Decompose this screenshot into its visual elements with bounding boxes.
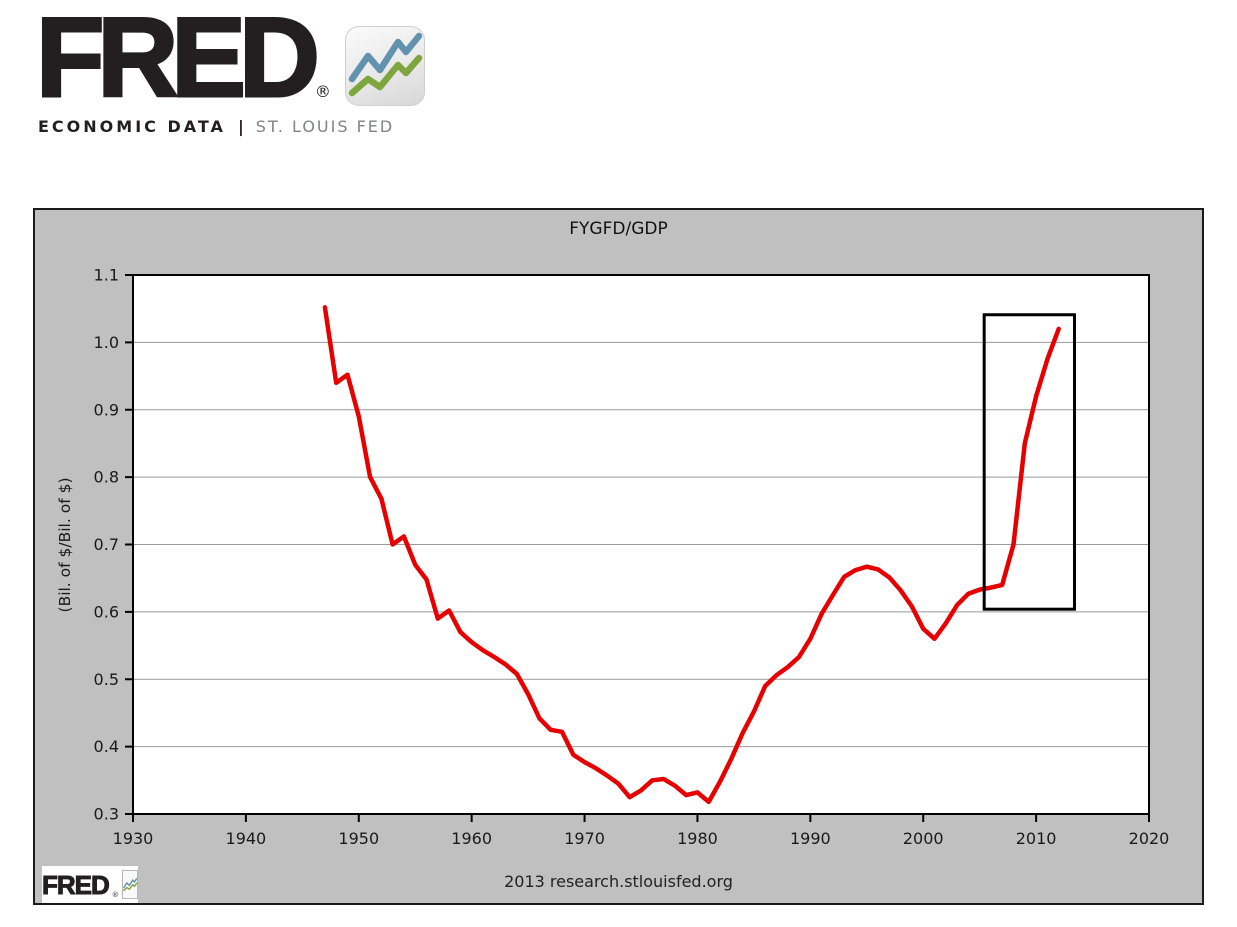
fred-footer-logo: FRED ® bbox=[42, 866, 138, 903]
x-tick-label: 1950 bbox=[338, 829, 379, 848]
fred-footer-chart-lines-icon bbox=[121, 870, 138, 899]
y-tick-label: 0.6 bbox=[94, 602, 119, 621]
x-tick-label: 1930 bbox=[113, 829, 154, 848]
data-series-line bbox=[322, 305, 1061, 805]
x-tick-label: 1990 bbox=[790, 829, 831, 848]
x-tick-label: 2010 bbox=[1016, 829, 1057, 848]
source-attribution: 2013 research.stlouisfed.org bbox=[504, 872, 733, 891]
tagline-st-louis-fed: ST. LOUIS FED bbox=[255, 117, 395, 136]
y-tick-label: 1.1 bbox=[94, 266, 119, 285]
y-tick-label: 0.7 bbox=[94, 535, 119, 554]
x-tick-label: 1960 bbox=[451, 829, 492, 848]
y-tick-label: 0.9 bbox=[94, 400, 119, 419]
x-tick-label: 2020 bbox=[1129, 829, 1170, 848]
x-tick-label: 1980 bbox=[677, 829, 718, 848]
plot-area: (Bil. of $/Bil. of $) 1.1 1.0 0.9 0.8 0.7 0.6… bbox=[56, 266, 1170, 849]
registered-trademark-symbol: ® bbox=[314, 82, 331, 102]
y-tick-label: 0.3 bbox=[94, 805, 119, 824]
y-tick-label: 0.8 bbox=[94, 468, 119, 487]
fred-tagline: ECONOMIC DATA | ST. LOUIS FED bbox=[38, 117, 394, 136]
footer-registered-trademark-symbol: ® bbox=[111, 891, 119, 899]
x-tick-label: 1940 bbox=[226, 829, 267, 848]
fred-wordmark: FRED bbox=[35, 0, 322, 120]
annotation-highlight-box bbox=[982, 313, 1076, 611]
x-tick-label: 1970 bbox=[564, 829, 605, 848]
chart-title: FYGFD/GDP bbox=[569, 219, 668, 239]
fred-graph-panel: (Bil. of $/Bil. of $) 1.1 1.0 0.9 0.8 0.7 0.6… bbox=[33, 208, 1204, 905]
y-tick-label: 0.5 bbox=[94, 670, 119, 689]
tagline-separator: | bbox=[237, 117, 244, 136]
y-tick-label: 1.0 bbox=[94, 333, 119, 352]
y-axis-title: (Bil. of $/Bil. of $) bbox=[56, 478, 74, 613]
fred-footer-wordmark: FRED bbox=[42, 869, 111, 900]
x-tick-label: 2000 bbox=[903, 829, 944, 848]
fred-chart-lines-icon bbox=[344, 26, 425, 106]
tagline-economic-data: ECONOMIC DATA bbox=[38, 117, 226, 136]
y-tick-label: 0.4 bbox=[94, 737, 119, 756]
fred-header-logo: FRED ® bbox=[35, 0, 425, 120]
